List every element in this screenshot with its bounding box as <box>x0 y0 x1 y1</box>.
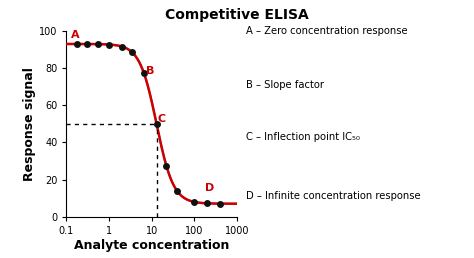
Point <box>216 201 224 206</box>
Point <box>203 201 211 205</box>
Point <box>173 189 181 193</box>
Text: A: A <box>71 30 80 41</box>
Text: C – Inflection point IC₅₀: C – Inflection point IC₅₀ <box>246 132 361 142</box>
Point <box>140 70 147 75</box>
Point <box>153 122 160 126</box>
Point <box>83 42 91 46</box>
Text: D – Infinite concentration response: D – Infinite concentration response <box>246 191 421 201</box>
Text: D: D <box>205 183 214 193</box>
Point <box>105 43 113 47</box>
Text: A – Zero concentration response: A – Zero concentration response <box>246 26 408 36</box>
Point <box>128 50 136 54</box>
Point <box>191 200 198 204</box>
Text: C: C <box>158 114 166 124</box>
Point <box>118 44 126 49</box>
Point <box>94 42 102 46</box>
Text: B: B <box>146 66 155 76</box>
Point <box>73 42 81 46</box>
Text: Competitive ELISA: Competitive ELISA <box>165 8 309 22</box>
Text: B – Slope factor: B – Slope factor <box>246 80 325 90</box>
X-axis label: Analyte concentration: Analyte concentration <box>74 239 229 252</box>
Y-axis label: Response signal: Response signal <box>23 67 36 181</box>
Point <box>163 164 170 168</box>
